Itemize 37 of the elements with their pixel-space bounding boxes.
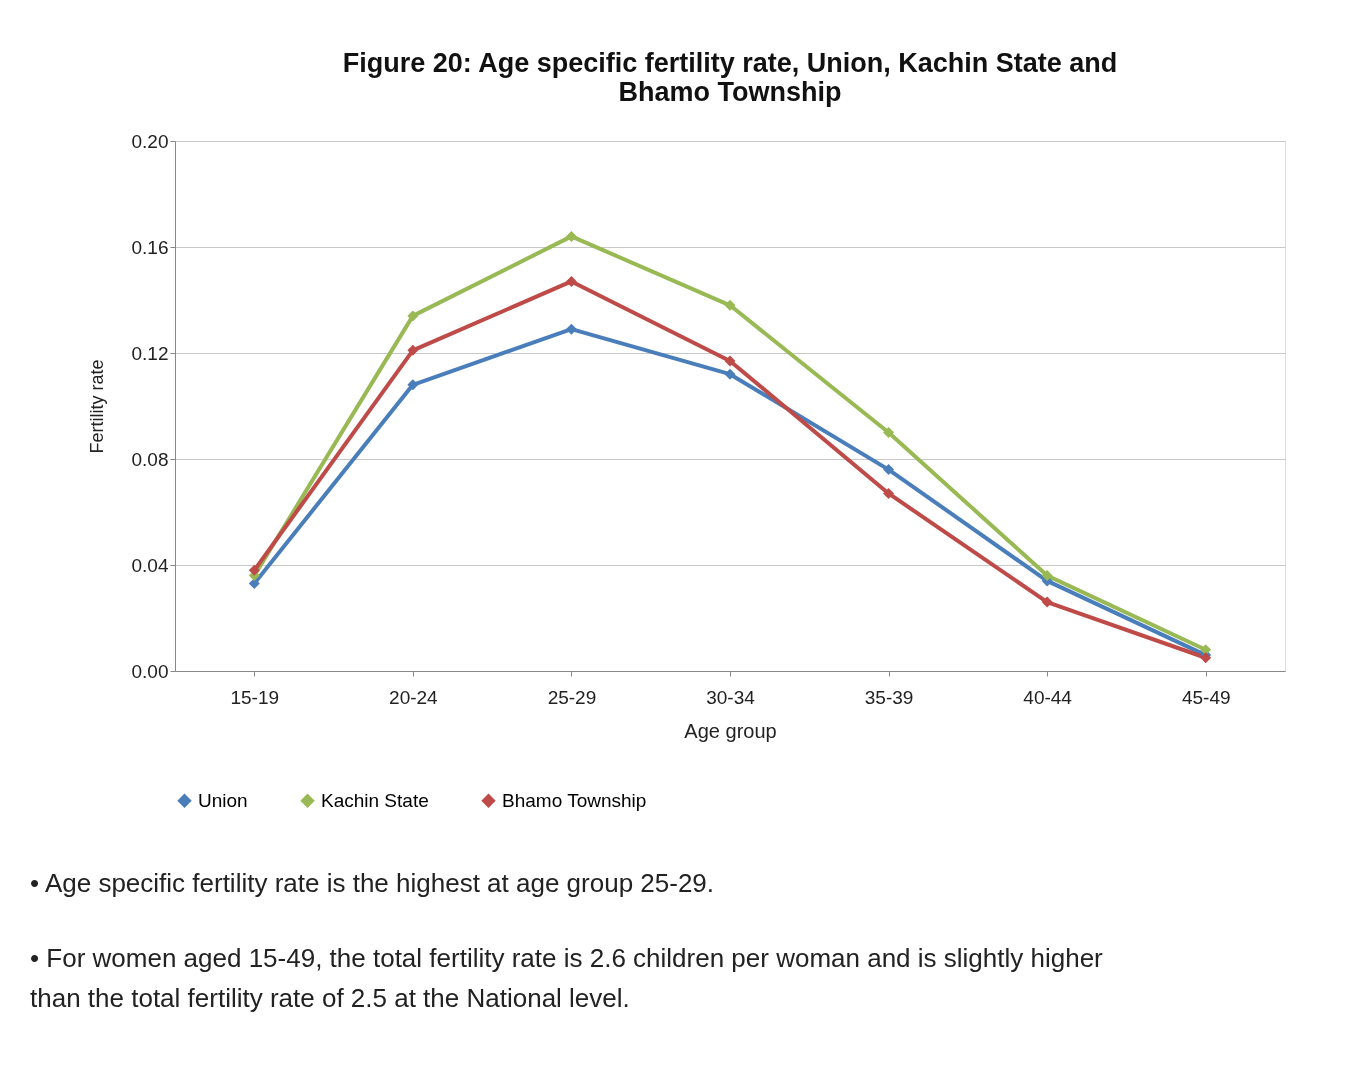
point bbox=[565, 323, 577, 335]
x-tick-label: 35-39 bbox=[864, 686, 914, 708]
y-tick-label: 0.04 bbox=[131, 554, 169, 576]
x-tick-label: 40-44 bbox=[1023, 686, 1073, 708]
x-tick-label: 20-24 bbox=[389, 686, 439, 708]
text: • Age specific fertility rate is the highest at age group 25-29. bbox=[30, 868, 715, 898]
point bbox=[724, 368, 736, 380]
x-tick-label: 25-29 bbox=[547, 686, 597, 708]
point bbox=[883, 464, 895, 476]
chart-title: Figure 20: Age specific fertility rate, Union, Kachin State and Bhamo Township bbox=[342, 48, 1118, 107]
point bbox=[724, 355, 736, 367]
x-tick-label: 45-49 bbox=[1181, 686, 1231, 708]
x-tick-label: 30-34 bbox=[706, 686, 756, 708]
y-tick-label: 0.08 bbox=[131, 448, 169, 470]
y-tick-label: 0.12 bbox=[131, 342, 169, 364]
y-axis-title: Fertility rate bbox=[86, 359, 107, 454]
point bbox=[407, 379, 419, 391]
legend-label: Union bbox=[198, 789, 248, 811]
point bbox=[565, 230, 577, 242]
x-axis-title: Age group bbox=[684, 719, 777, 742]
point bbox=[407, 310, 419, 322]
y-tick-label: 0.00 bbox=[131, 660, 169, 682]
point bbox=[1041, 570, 1053, 582]
x-tick-label: 15-19 bbox=[230, 686, 280, 708]
y-tick-label: 0.20 bbox=[131, 130, 169, 152]
point bbox=[565, 275, 577, 287]
point bbox=[407, 344, 419, 356]
point bbox=[883, 487, 895, 499]
point bbox=[883, 427, 895, 438]
y-tick-label: 0.16 bbox=[131, 236, 169, 258]
point bbox=[248, 578, 260, 590]
legend-label: Bhamo Township bbox=[502, 789, 647, 811]
point bbox=[1041, 596, 1053, 608]
point bbox=[248, 564, 260, 576]
legend-label: Kachin State bbox=[321, 789, 429, 811]
text: • For women aged 15-49, the total fertility rate is 2.6 children per woman and is slightly higher than the total fertility rate of 2.5 at the National level. bbox=[30, 943, 1104, 1013]
point bbox=[724, 299, 736, 311]
